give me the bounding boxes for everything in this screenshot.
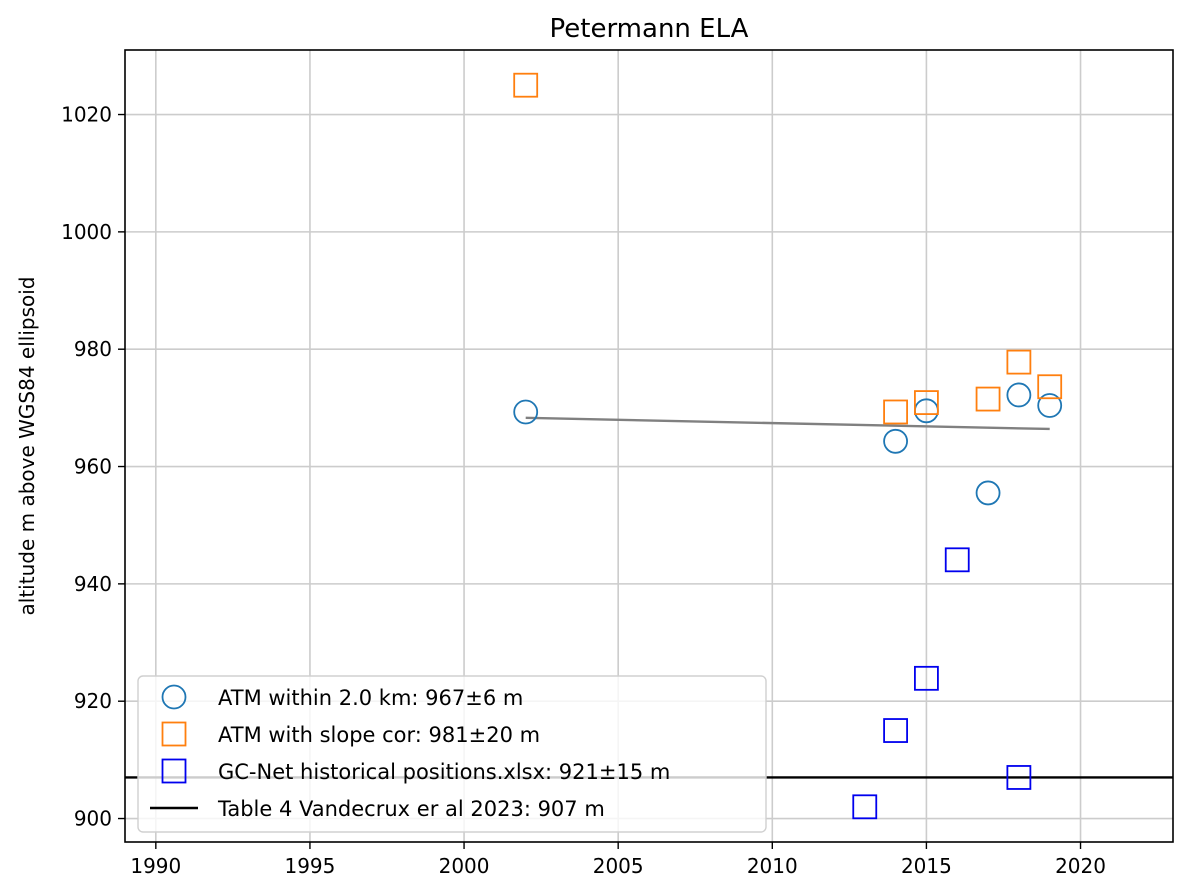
y-tick-label: 920 <box>74 689 112 713</box>
y-tick-label: 980 <box>74 337 112 361</box>
y-tick-label: 900 <box>74 807 112 831</box>
legend-label-3: GC-Net historical positions.xlsx: 921±15… <box>218 760 670 784</box>
x-tick-label: 2005 <box>593 854 644 878</box>
series-2-point <box>883 399 908 425</box>
series-1-point <box>975 480 1001 506</box>
legend: ATM within 2.0 km: 967±6 m ATM with slope… <box>137 675 767 833</box>
series-1-point <box>883 428 908 454</box>
series-2-point <box>1037 374 1063 400</box>
plot-frame <box>124 49 1174 843</box>
y-tick-label: 960 <box>74 455 112 479</box>
x-tick-label: 2000 <box>439 854 490 878</box>
y-tick-label: 940 <box>74 572 112 596</box>
legend-box <box>137 675 767 833</box>
series-3-point <box>914 665 939 691</box>
legend-marker-3 <box>161 758 187 784</box>
legend-marker-2 <box>161 721 187 747</box>
series-3-point <box>852 794 878 820</box>
x-tick-label: 1990 <box>130 854 181 878</box>
legend-label-1: ATM within 2.0 km: 967±6 m <box>218 686 523 710</box>
y-tick-label: 1000 <box>61 220 112 244</box>
trend-line <box>525 416 1050 431</box>
series-3-point <box>944 547 970 573</box>
series-2-point <box>513 72 539 98</box>
x-tick-label: 2020 <box>1055 854 1106 878</box>
series-2-point <box>914 390 939 415</box>
series-2-point <box>975 386 1001 412</box>
x-tick-label: 2015 <box>901 854 952 878</box>
y-axis-label: altitude m above WGS84 ellipsoid <box>15 277 39 616</box>
series-1-point <box>513 399 539 425</box>
x-tick-label: 1995 <box>284 854 335 878</box>
series-1-point <box>1037 393 1063 418</box>
series-3-point <box>883 718 908 743</box>
chart-title: Petermann ELA <box>550 14 749 44</box>
axis-ticks: 1990 1995 2000 2005 2010 2015 2020 900 920 940 960… <box>61 103 1106 878</box>
series-1-point <box>1006 382 1032 408</box>
y-tick-label: 1020 <box>61 103 112 127</box>
legend-label-reference: Table 4 Vandecrux er al 2023: 907 m <box>217 797 605 821</box>
data-markers <box>513 72 1063 820</box>
series-3-point <box>1006 765 1032 790</box>
x-tick-label: 2010 <box>747 854 798 878</box>
legend-label-2: ATM with slope cor: 981±20 m <box>218 723 540 747</box>
legend-marker-1 <box>161 684 187 710</box>
trend-line-layer <box>525 416 1050 431</box>
series-2-point <box>1006 349 1032 375</box>
